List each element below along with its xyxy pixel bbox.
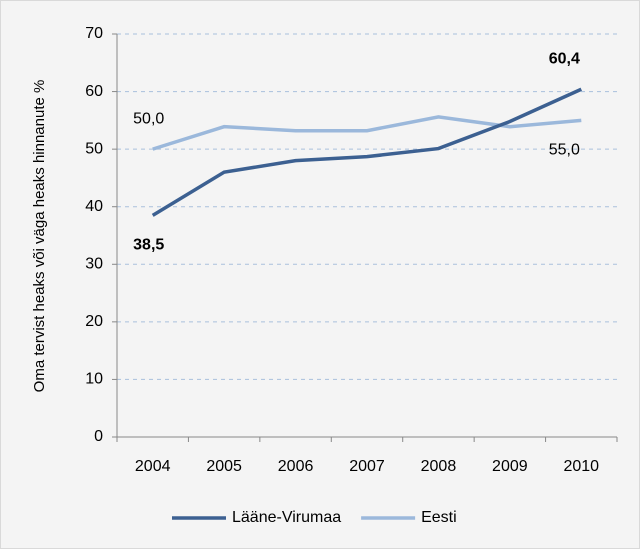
y-tick-label: 10: [85, 371, 103, 388]
value-label: 50,0: [133, 110, 164, 127]
x-tick-label: 2010: [563, 458, 599, 475]
x-tick-label: 2007: [349, 458, 385, 475]
y-tick-label: 20: [85, 313, 103, 330]
x-tick-label: 2004: [135, 458, 171, 475]
value-label: 55,0: [549, 142, 580, 159]
legend-label: Eesti: [421, 509, 457, 526]
y-tick-label: 70: [85, 25, 103, 42]
y-tick-label: 30: [85, 256, 103, 273]
x-tick-label: 2008: [421, 458, 457, 475]
series-line: [151, 87, 583, 217]
y-tick-label: 40: [85, 198, 103, 215]
series-line: [152, 115, 582, 151]
value-label: 38,5: [133, 237, 164, 254]
y-tick-label: 60: [85, 83, 103, 100]
x-tick-label: 2005: [206, 458, 242, 475]
value-label: 60,4: [549, 50, 580, 67]
y-axis-title: Oma tervist heaks või väga heaks hinnanu…: [31, 80, 48, 393]
y-tick-label: 50: [85, 140, 103, 157]
x-tick-label: 2009: [492, 458, 528, 475]
y-tick-label: 0: [94, 428, 103, 445]
legend-label: Lääne-Virumaa: [232, 509, 341, 526]
x-tick-label: 2006: [278, 458, 314, 475]
